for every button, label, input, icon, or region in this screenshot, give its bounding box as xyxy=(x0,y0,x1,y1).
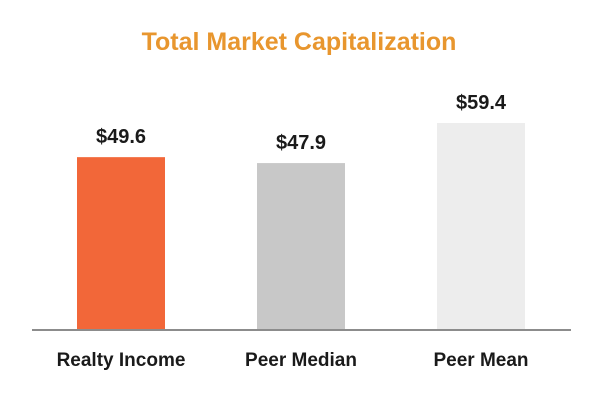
value-label-peer-median: $47.9 xyxy=(276,132,326,154)
value-label-peer-mean: $59.4 xyxy=(456,92,507,114)
chart-title: Total Market Capitalization xyxy=(142,28,457,56)
category-label-peer-median: Peer Median xyxy=(245,350,357,371)
bar-realty-income xyxy=(77,157,165,330)
category-label-peer-mean: Peer Mean xyxy=(433,350,528,371)
bar-peer-median xyxy=(257,163,345,330)
value-label-realty-income: $49.6 xyxy=(96,126,146,148)
category-label-realty-income: Realty Income xyxy=(57,350,186,371)
bar-peer-mean xyxy=(437,123,525,330)
bars-group: $49.6 Realty Income $47.9 Peer Median $59.4 P… xyxy=(57,92,529,371)
